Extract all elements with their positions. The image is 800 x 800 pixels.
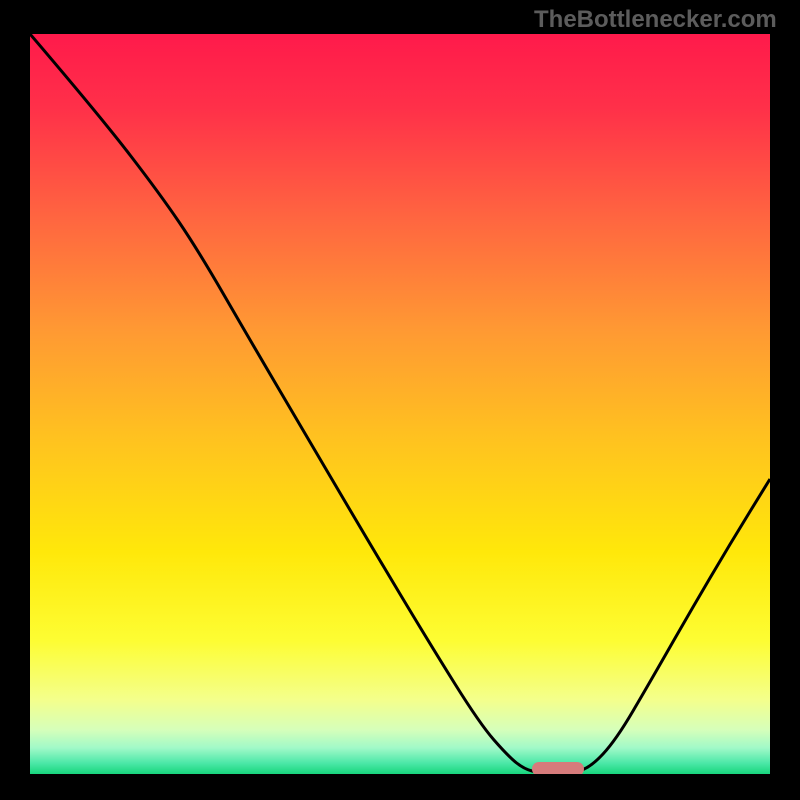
plot-svg [30, 34, 770, 774]
watermark-text: TheBottlenecker.com [534, 6, 777, 34]
gradient-background [30, 34, 770, 774]
optimal-marker [532, 762, 584, 774]
plot-area [30, 34, 770, 774]
